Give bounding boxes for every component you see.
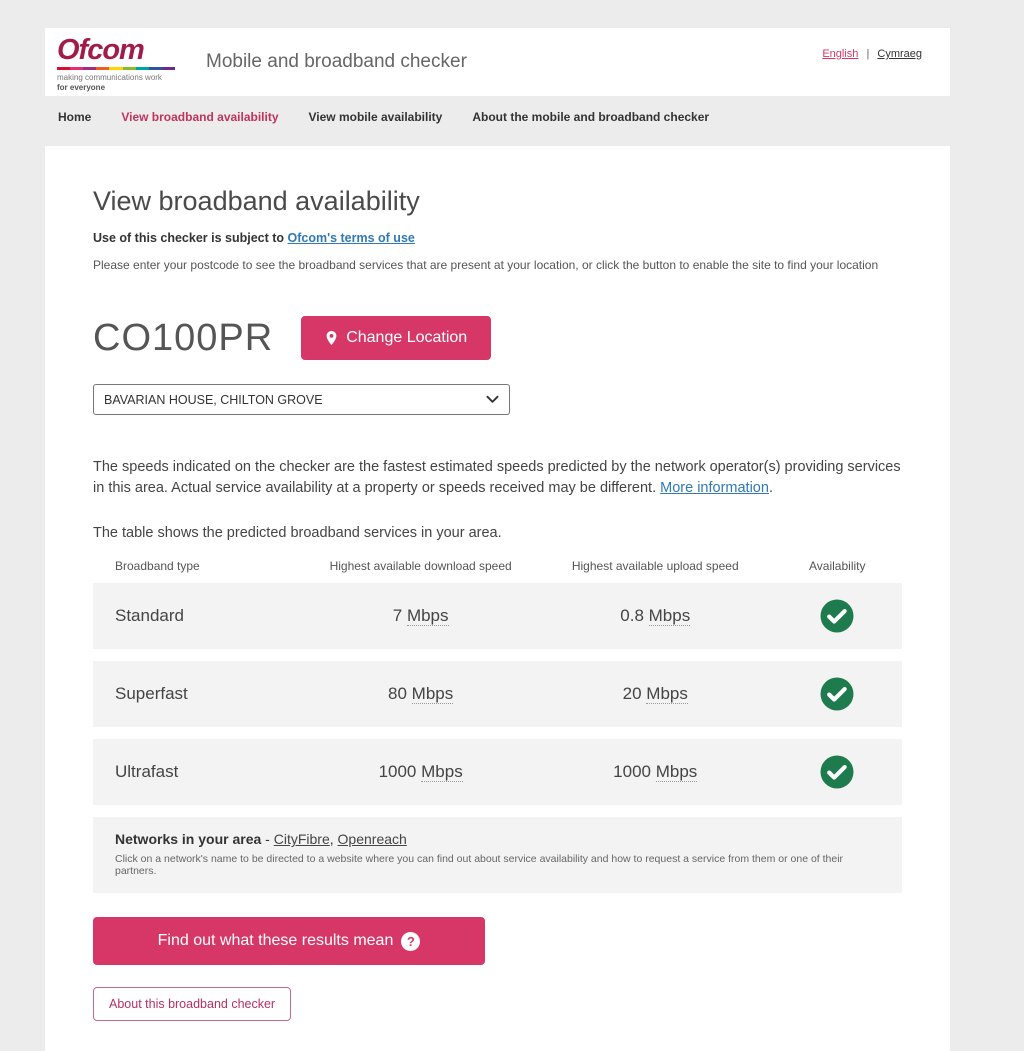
note-suffix: . — [768, 480, 773, 497]
upload-speed: 1000 Mbps — [613, 762, 698, 783]
speed-unit[interactable]: Mbps — [648, 606, 691, 627]
terms-of-use-link[interactable]: Ofcom's terms of use — [287, 231, 415, 245]
speed-unit[interactable]: Mbps — [406, 606, 449, 627]
network-link-openreach[interactable]: Openreach — [337, 831, 407, 848]
speeds-note-text: The speeds indicated on the checker are … — [93, 459, 901, 497]
col-header-availability: Availability — [809, 559, 866, 574]
speed-unit[interactable]: Mbps — [646, 684, 688, 705]
terms-prefix: Use of this checker is subject to — [93, 231, 285, 245]
table-intro: The table shows the predicted broadband … — [93, 525, 502, 542]
nav-item-view-mobile-availability[interactable]: View mobile availability — [308, 110, 443, 124]
language-separator: | — [866, 48, 870, 60]
location-pin-icon — [325, 330, 338, 346]
speed-unit[interactable]: Mbps — [421, 762, 463, 783]
language-link-welsh[interactable]: Cymraeg — [877, 48, 922, 60]
ofcom-logo-tagline: making communications work — [57, 72, 162, 82]
ofcom-logo-wordmark: Ofcom — [57, 33, 145, 66]
terms-line: Use of this checker is subject to Ofcom'… — [93, 231, 902, 245]
upload-speed: 0.8 Mbps — [620, 606, 691, 627]
ofcom-logo-stripe — [57, 66, 175, 70]
download-speed: 80 Mbps — [388, 684, 454, 705]
col-header-download-speed: Highest available download speed — [329, 559, 512, 574]
address-select-value: BAVARIAN HOUSE, CHILTON GROVE — [104, 392, 323, 407]
upload-speed: 20 Mbps — [622, 684, 688, 705]
check-circle-icon — [819, 676, 855, 712]
nav-item-view-broadband-availability[interactable]: View broadband availability — [121, 110, 279, 124]
header: Ofcom making communications work for eve… — [45, 28, 950, 96]
check-circle-icon — [819, 754, 855, 790]
speed-unit[interactable]: Mbps — [655, 762, 698, 783]
address-select[interactable]: BAVARIAN HOUSE, CHILTON GROVE — [93, 384, 510, 415]
language-switcher: English | Cymraeg — [822, 48, 922, 76]
page-title: Mobile and broadband checker — [206, 51, 467, 72]
more-information-link[interactable]: More information — [660, 480, 769, 497]
results-meaning-label: Find out what these results mean — [157, 932, 394, 950]
availability-cell — [773, 754, 902, 790]
network-link-cityfibre[interactable]: CityFibre — [273, 831, 330, 848]
about-checker-button[interactable]: About this broadband checker — [93, 987, 292, 1022]
table-row-standard: Standard 7 Mbps 0.8 Mbps — [93, 583, 902, 650]
broadband-type: Standard — [115, 606, 184, 626]
networks-title: Networks in your area — [115, 831, 262, 848]
networks-comma: , — [329, 831, 334, 848]
check-circle-icon — [819, 598, 855, 634]
speeds-note: The speeds indicated on the checker are … — [93, 457, 902, 499]
results-meaning-button[interactable]: Find out what these results mean ? — [93, 917, 485, 966]
col-header-broadband-type: Broadband type — [115, 559, 200, 574]
networks-line: Networks in your area - CityFibre, Openr… — [115, 831, 880, 847]
networks-note: Click on a network's name to be directed… — [115, 853, 844, 878]
ofcom-logo-tagline-2: for everyone — [57, 82, 106, 92]
intro-text: Please enter your postcode to see the br… — [93, 258, 879, 272]
postcode-value: CO100PR — [93, 316, 274, 359]
main-content: View broadband availability Use of this … — [45, 146, 950, 1051]
nav-item-about-checker[interactable]: About the mobile and broadband checker — [472, 110, 710, 124]
col-header-upload-speed: Highest available upload speed — [571, 559, 739, 574]
ofcom-logo[interactable]: Ofcom making communications work for eve… — [57, 32, 182, 93]
table-row-superfast: Superfast 80 Mbps 20 Mbps — [93, 661, 902, 728]
table-row-ultrafast: Ultrafast 1000 Mbps 1000 Mbps — [93, 739, 902, 806]
networks-panel: Networks in your area - CityFibre, Openr… — [93, 817, 902, 894]
question-circle-icon: ? — [401, 931, 421, 951]
main-nav: Home View broadband availability View mo… — [45, 96, 950, 136]
nav-item-home[interactable]: Home — [58, 110, 92, 124]
chevron-down-icon — [486, 395, 499, 404]
section-heading: View broadband availability — [93, 186, 420, 216]
broadband-type: Ultrafast — [115, 762, 179, 782]
postcode-row: CO100PR Change Location — [93, 316, 902, 360]
broadband-type: Superfast — [115, 684, 188, 704]
download-speed: 1000 Mbps — [378, 762, 463, 783]
change-location-label: Change Location — [346, 329, 468, 346]
availability-cell — [773, 598, 902, 634]
speed-unit[interactable]: Mbps — [411, 684, 454, 705]
networks-separator: - — [265, 831, 270, 848]
table-header-row: Broadband type Highest available downloa… — [93, 559, 902, 573]
availability-cell — [773, 676, 902, 712]
language-link-english[interactable]: English — [822, 48, 859, 60]
download-speed: 7 Mbps — [392, 606, 449, 627]
change-location-button[interactable]: Change Location — [301, 316, 492, 360]
